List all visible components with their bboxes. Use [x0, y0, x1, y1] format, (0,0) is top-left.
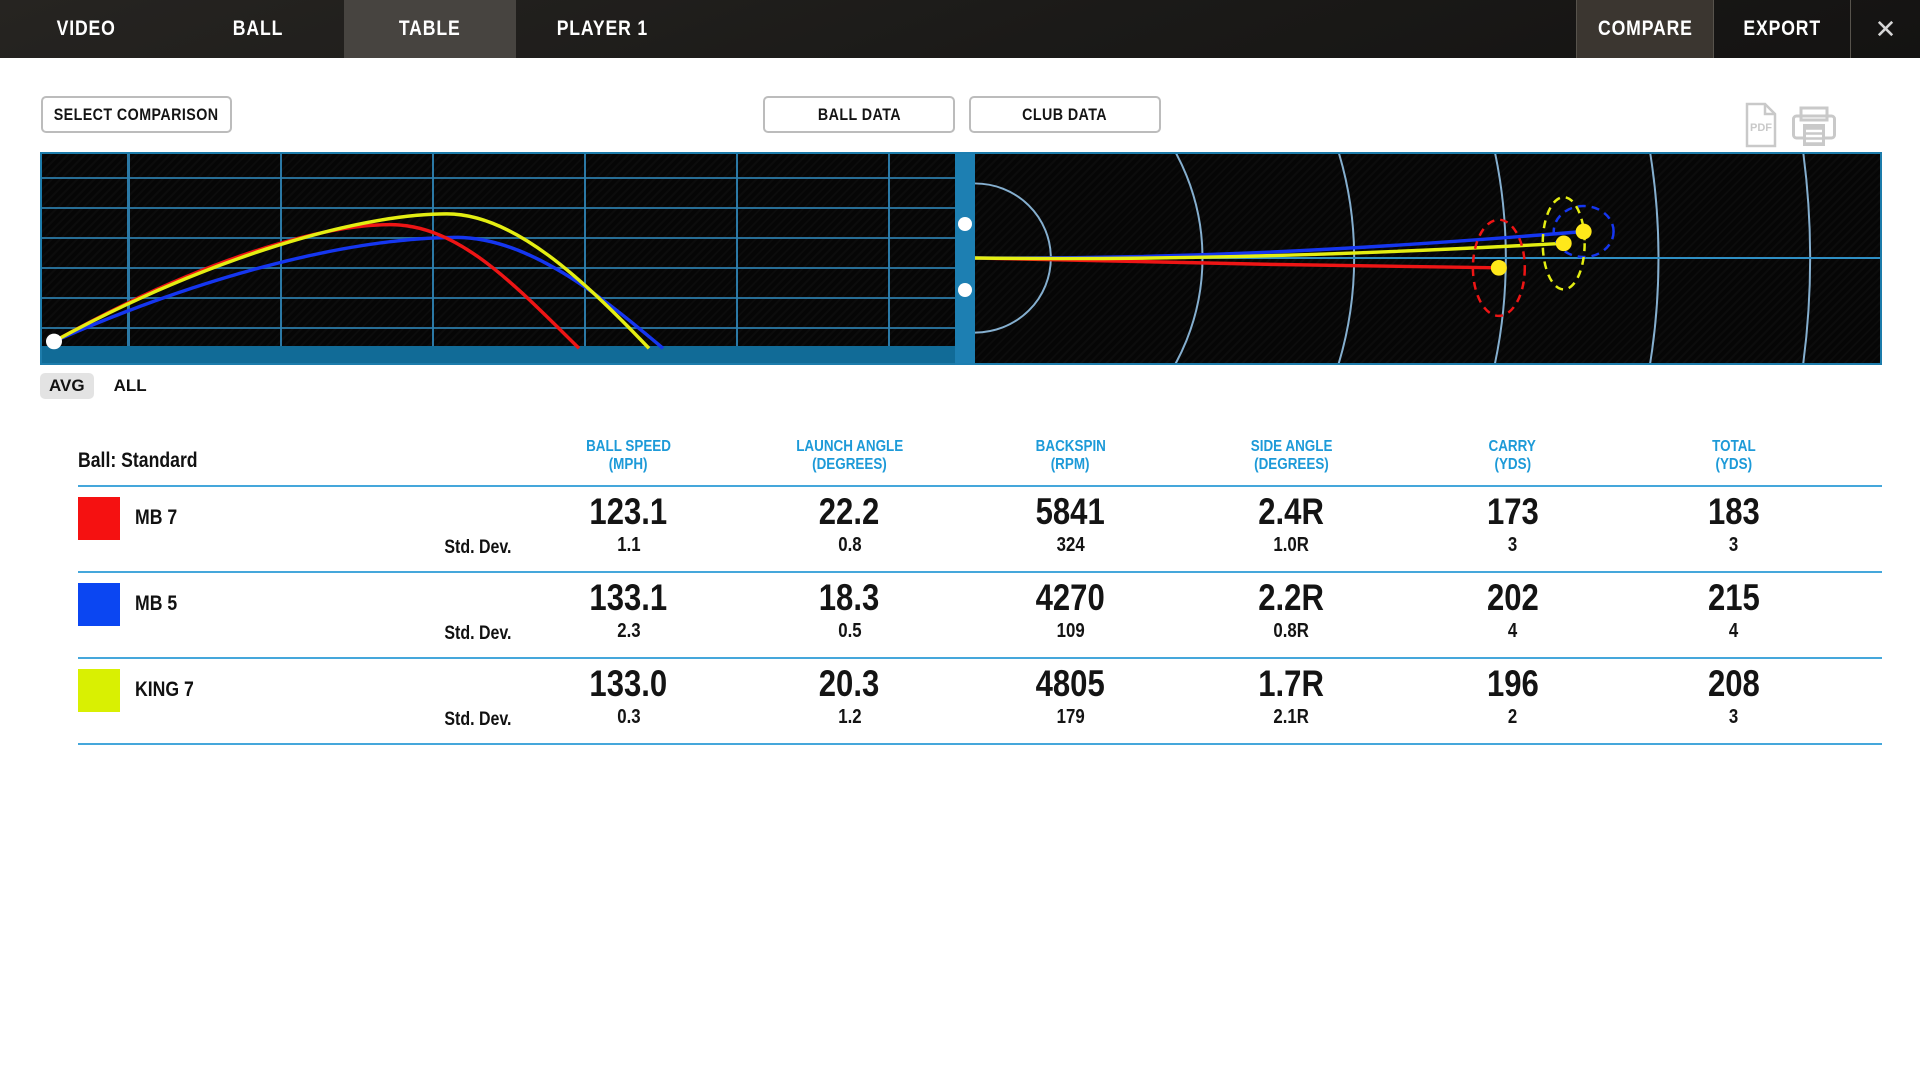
trajectory-king7 [53, 212, 651, 350]
ball-data-table: Ball: Standard BALL SPEED (MPH) LAUNCH A… [78, 438, 1882, 745]
trajectory-lines [46, 212, 665, 350]
cell-carry: 173 3 [1486, 490, 1539, 557]
dispersion-ellipse-king7 [1541, 195, 1586, 291]
cell-total: 215 4 [1707, 576, 1760, 643]
divider-dot-bottom [958, 283, 972, 297]
ground-bar [42, 346, 955, 363]
cell-launch-angle: 18.3 0.5 [819, 576, 880, 643]
column-carry: CARRY (YDS) [1488, 438, 1537, 474]
cell-ball-speed: 133.0 0.3 [589, 662, 668, 729]
table-row-mb5[interactable]: MB 5 Std. Dev. 133.1 2.3 18.3 0.5 4270 1… [78, 573, 1882, 659]
landing-dot-king7 [1555, 235, 1572, 252]
landing-dot-mb5 [1575, 223, 1592, 240]
avg-all-toggle: AVG ALL [40, 372, 147, 399]
tab-ball[interactable]: BALL [232, 17, 284, 40]
column-total: TOTAL (YDS) [1711, 438, 1756, 474]
dispersion-plot [975, 154, 1880, 363]
column-launch-angle: LAUNCH ANGLE (DEGREES) [795, 438, 904, 474]
color-swatch-mb5 [78, 582, 120, 626]
club-name: KING 7 [135, 677, 194, 701]
svg-text:PDF: PDF [1750, 122, 1772, 134]
table-body: MB 7 Std. Dev. 123.1 1.1 22.2 0.8 5841 3… [78, 484, 1882, 745]
tab-player-1[interactable]: PLAYER 1 [556, 17, 648, 40]
cell-side-angle: 2.4R 1.0R [1258, 490, 1325, 557]
color-swatch-mb7 [78, 496, 120, 540]
dispersion-top-view [975, 152, 1882, 365]
panel-divider [955, 152, 975, 365]
cell-side-angle: 1.7R 2.1R [1258, 662, 1325, 729]
table-row-mb7[interactable]: MB 7 Std. Dev. 123.1 1.1 22.2 0.8 5841 3… [78, 487, 1882, 573]
club-name: MB 7 [135, 505, 178, 529]
toggle-avg[interactable]: AVG [40, 372, 94, 399]
row-label-cell: MB 7 [78, 487, 380, 571]
close-icon[interactable]: ✕ [1850, 0, 1920, 58]
shotline-king7 [975, 241, 1564, 261]
cell-ball-speed: 123.1 1.1 [589, 490, 668, 557]
cell-total: 183 3 [1707, 490, 1760, 557]
table-row-king7[interactable]: KING 7 Std. Dev. 133.0 0.3 20.3 1.2 4805… [78, 659, 1882, 745]
divider-markers [958, 217, 972, 297]
cell-backspin: 4270 109 [1035, 576, 1106, 643]
pdf-export-icon[interactable]: PDF [1744, 102, 1778, 148]
dispersion-ellipse-mb7 [1471, 218, 1527, 318]
club-name: MB 5 [135, 591, 178, 615]
cell-carry: 202 4 [1486, 576, 1539, 643]
color-swatch-king7 [78, 668, 120, 712]
top-nav-bar: VIDEO BALL TABLE PLAYER 1 COMPARE EXPORT… [0, 0, 1920, 58]
trajectory-side-view [40, 152, 955, 365]
toolbar: SELECT COMPARISON BALL DATA CLUB DATA PD… [0, 58, 1920, 152]
cell-carry: 196 2 [1486, 662, 1539, 729]
divider-dot-top [958, 217, 972, 231]
column-side-angle: SIDE ANGLE (DEGREES) [1250, 438, 1333, 474]
nav-spacer [688, 0, 1576, 58]
compare-button[interactable]: COMPARE [1576, 0, 1713, 58]
cell-launch-angle: 20.3 1.2 [819, 662, 880, 729]
toggle-all[interactable]: ALL [113, 375, 147, 395]
tab-video[interactable]: VIDEO [56, 17, 116, 40]
export-button[interactable]: EXPORT [1713, 0, 1850, 58]
cell-side-angle: 2.2R 0.8R [1258, 576, 1325, 643]
row-label-cell: KING 7 [78, 659, 380, 743]
launch-origin-dot [46, 333, 62, 350]
tab-table[interactable]: TABLE [344, 0, 516, 58]
ball-data-button[interactable]: BALL DATA [763, 96, 955, 133]
std-dev-label: Std. Dev. [444, 708, 512, 730]
column-backspin: BACKSPIN (RPM) [1035, 438, 1106, 474]
print-icon[interactable] [1791, 106, 1837, 148]
cell-total: 208 3 [1707, 662, 1760, 729]
ball-type-label: Ball: Standard [78, 448, 198, 472]
landing-dot-mb7 [1490, 259, 1507, 276]
club-data-button[interactable]: CLUB DATA [969, 96, 1161, 133]
cell-backspin: 5841 324 [1035, 490, 1106, 557]
cell-ball-speed: 133.1 2.3 [589, 576, 668, 643]
table-header-row: Ball: Standard BALL SPEED (MPH) LAUNCH A… [78, 438, 1882, 485]
std-dev-label: Std. Dev. [444, 536, 512, 558]
cell-backspin: 4805 179 [1035, 662, 1106, 729]
cell-launch-angle: 22.2 0.8 [819, 490, 880, 557]
std-dev-label: Std. Dev. [444, 622, 512, 644]
select-comparison-button[interactable]: SELECT COMPARISON [41, 96, 232, 133]
row-label-cell: MB 5 [78, 573, 380, 657]
charts-area [40, 152, 1882, 365]
column-ball-speed: BALL SPEED (MPH) [586, 438, 671, 474]
